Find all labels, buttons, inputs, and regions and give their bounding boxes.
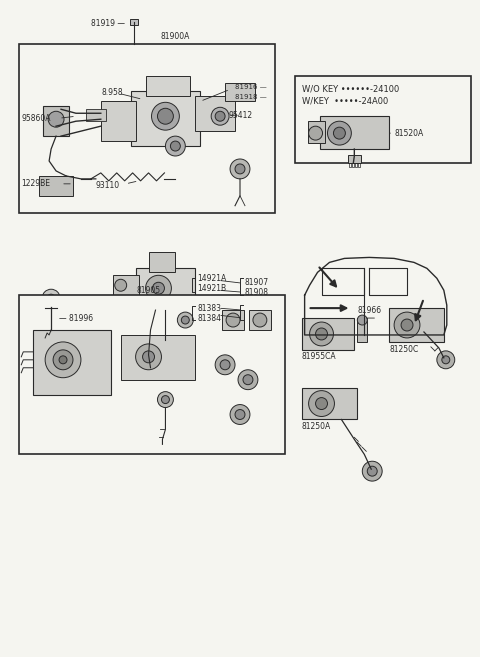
Bar <box>113 275 139 295</box>
Circle shape <box>230 159 250 179</box>
Text: 81905: 81905 <box>136 286 161 295</box>
Circle shape <box>153 283 165 294</box>
Circle shape <box>238 370 258 390</box>
Bar <box>43 106 69 136</box>
Bar <box>148 252 175 273</box>
Circle shape <box>42 289 60 307</box>
Bar <box>301 388 357 419</box>
Bar <box>222 310 244 330</box>
Bar <box>195 97 235 131</box>
Text: 14921A: 14921A <box>197 274 227 283</box>
Text: 81907: 81907 <box>245 278 269 286</box>
Circle shape <box>215 111 225 121</box>
Bar <box>19 43 275 213</box>
Bar <box>136 268 195 310</box>
Bar <box>86 109 106 121</box>
Text: 81966: 81966 <box>357 306 382 315</box>
Circle shape <box>146 366 155 374</box>
Text: 95412: 95412 <box>228 111 252 120</box>
Bar <box>145 76 190 97</box>
Circle shape <box>235 409 245 419</box>
Circle shape <box>211 107 229 125</box>
Circle shape <box>48 111 64 127</box>
Circle shape <box>367 466 377 476</box>
Circle shape <box>253 313 267 327</box>
Circle shape <box>220 360 230 370</box>
Text: — 81996: — 81996 <box>59 313 93 323</box>
Circle shape <box>437 351 455 369</box>
Text: 1229BE: 1229BE <box>21 179 50 189</box>
Circle shape <box>315 397 327 409</box>
Bar <box>130 19 138 25</box>
Circle shape <box>230 405 250 424</box>
Text: 81955CA: 81955CA <box>301 352 336 361</box>
Circle shape <box>143 351 155 363</box>
Bar <box>308 121 324 143</box>
Circle shape <box>157 108 173 124</box>
Circle shape <box>309 391 335 417</box>
Circle shape <box>53 350 73 370</box>
Circle shape <box>181 316 189 324</box>
Circle shape <box>157 392 173 407</box>
Bar <box>249 310 271 330</box>
Text: 81383: 81383 <box>197 304 221 313</box>
Circle shape <box>226 313 240 327</box>
Bar <box>39 176 73 196</box>
Bar <box>225 83 255 101</box>
Circle shape <box>59 356 67 364</box>
Text: 8.958: 8.958 <box>102 88 123 97</box>
Bar <box>348 155 361 163</box>
Text: 81250A: 81250A <box>301 422 331 431</box>
Circle shape <box>315 328 327 340</box>
Circle shape <box>334 127 346 139</box>
Circle shape <box>327 121 351 145</box>
Circle shape <box>310 322 334 346</box>
Text: 93110: 93110 <box>96 181 120 191</box>
Circle shape <box>47 294 55 302</box>
Bar <box>357 318 367 342</box>
Bar <box>101 101 136 141</box>
Bar <box>389 308 444 342</box>
Text: W/O KEY ••••••-24100: W/O KEY ••••••-24100 <box>301 85 399 94</box>
Text: 81918 —: 81918 — <box>235 95 267 101</box>
Circle shape <box>161 396 169 403</box>
Bar <box>295 76 471 163</box>
Bar <box>19 295 285 454</box>
Bar <box>301 318 354 350</box>
Text: 81908: 81908 <box>245 288 269 297</box>
Circle shape <box>215 355 235 374</box>
Circle shape <box>166 136 185 156</box>
Text: W/KEY  •••••-24A00: W/KEY •••••-24A00 <box>301 97 388 106</box>
Text: 81384: 81384 <box>197 313 221 323</box>
Text: 81250C: 81250C <box>389 346 419 354</box>
Text: 81916 —: 81916 — <box>235 84 267 91</box>
Circle shape <box>45 342 81 378</box>
Bar <box>131 91 200 146</box>
Circle shape <box>170 141 180 151</box>
Circle shape <box>152 102 180 130</box>
Bar <box>120 335 195 380</box>
Circle shape <box>178 312 193 328</box>
Text: 81900A: 81900A <box>161 32 190 41</box>
Circle shape <box>357 315 367 325</box>
Circle shape <box>401 319 413 331</box>
Circle shape <box>235 164 245 174</box>
Circle shape <box>115 279 127 291</box>
Text: 14921B: 14921B <box>197 284 227 293</box>
Text: 81919 —: 81919 — <box>91 19 125 28</box>
Bar <box>33 330 111 395</box>
Circle shape <box>145 275 171 301</box>
Bar <box>320 116 389 149</box>
Text: 81520A: 81520A <box>394 129 423 137</box>
Circle shape <box>394 312 420 338</box>
Circle shape <box>442 356 450 364</box>
Circle shape <box>136 344 161 370</box>
Circle shape <box>243 374 253 384</box>
Circle shape <box>362 461 382 481</box>
Circle shape <box>309 126 323 140</box>
Text: 95860A: 95860A <box>21 114 51 123</box>
